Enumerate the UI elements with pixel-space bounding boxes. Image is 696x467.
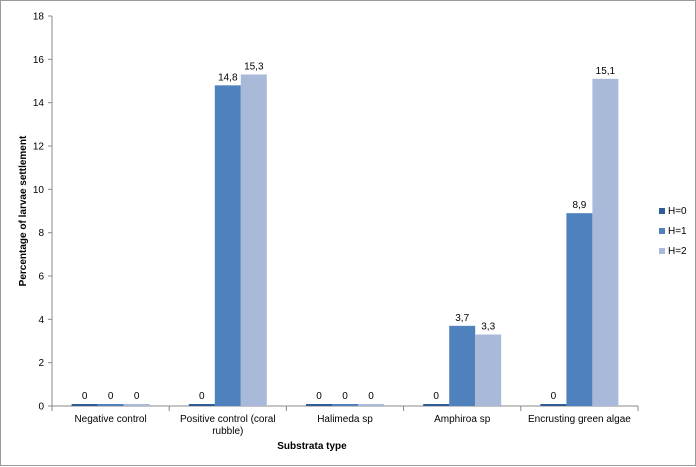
bar (358, 404, 384, 406)
bar (214, 85, 241, 406)
bar (188, 404, 215, 406)
data-label: 14,8 (218, 72, 238, 83)
data-label: 0 (316, 391, 322, 402)
x-tick-label: Negative control (74, 414, 146, 425)
legend-swatch (659, 228, 665, 234)
y-tick-label: 10 (33, 185, 45, 196)
bar (71, 404, 98, 406)
data-label: 0 (433, 391, 439, 402)
bar (423, 404, 450, 406)
y-tick-label: 14 (33, 98, 45, 109)
bar (566, 213, 593, 406)
x-tick-label: Encrusting green algae (528, 414, 631, 425)
x-tick-label: Amphiroa sp (434, 414, 491, 425)
bar (306, 404, 332, 406)
bar (449, 325, 476, 406)
axes: 0 2 4 6 8 10 12 14 16 18 Negative control Positive … (33, 12, 639, 437)
x-tick-label: Positive control (coral rubble) (180, 414, 276, 437)
y-tick-label: 16 (33, 55, 45, 66)
bar (475, 334, 502, 406)
y-axis-title: Percentage of larvae settlement (18, 135, 29, 286)
bars (71, 74, 619, 406)
y-tick-label: 4 (38, 315, 44, 326)
legend-label: H=2 (668, 246, 687, 257)
data-label: 0 (199, 391, 205, 402)
data-label: 3,3 (481, 322, 495, 333)
bar (540, 404, 567, 406)
data-label: 0 (108, 391, 114, 402)
y-tick-label: 12 (33, 142, 45, 153)
data-label: 0 (342, 391, 348, 402)
data-label: 0 (134, 391, 140, 402)
data-label: 0 (82, 391, 88, 402)
data-label: 0 (551, 391, 557, 402)
x-tick-label: Halimeda sp (317, 414, 373, 425)
data-label: 15,3 (244, 62, 264, 73)
bar (123, 404, 150, 406)
y-tick-label: 0 (38, 402, 44, 413)
y-tick-label: 6 (38, 272, 44, 283)
data-labels: 0 0 0 0 14,8 15,3 0 0 0 0 3,7 3,3 0 8,9 15,1 (82, 62, 616, 403)
legend-label: H=1 (668, 226, 687, 237)
bar (97, 404, 124, 406)
data-label: 3,7 (455, 313, 469, 324)
y-tick-label: 2 (38, 358, 44, 369)
legend-swatch (659, 248, 665, 254)
legend: H=0 H=1 H=2 (659, 206, 687, 257)
data-label: 8,9 (572, 200, 586, 211)
data-label: 15,1 (596, 66, 616, 77)
bar (592, 78, 619, 406)
bar (332, 404, 358, 406)
bar (240, 74, 267, 406)
legend-swatch (659, 208, 665, 214)
data-label: 0 (368, 391, 374, 402)
y-tick-label: 8 (38, 228, 44, 239)
y-tick-label: 18 (33, 12, 45, 23)
legend-label: H=0 (668, 206, 687, 217)
x-axis-title: Substrata type (277, 441, 347, 452)
